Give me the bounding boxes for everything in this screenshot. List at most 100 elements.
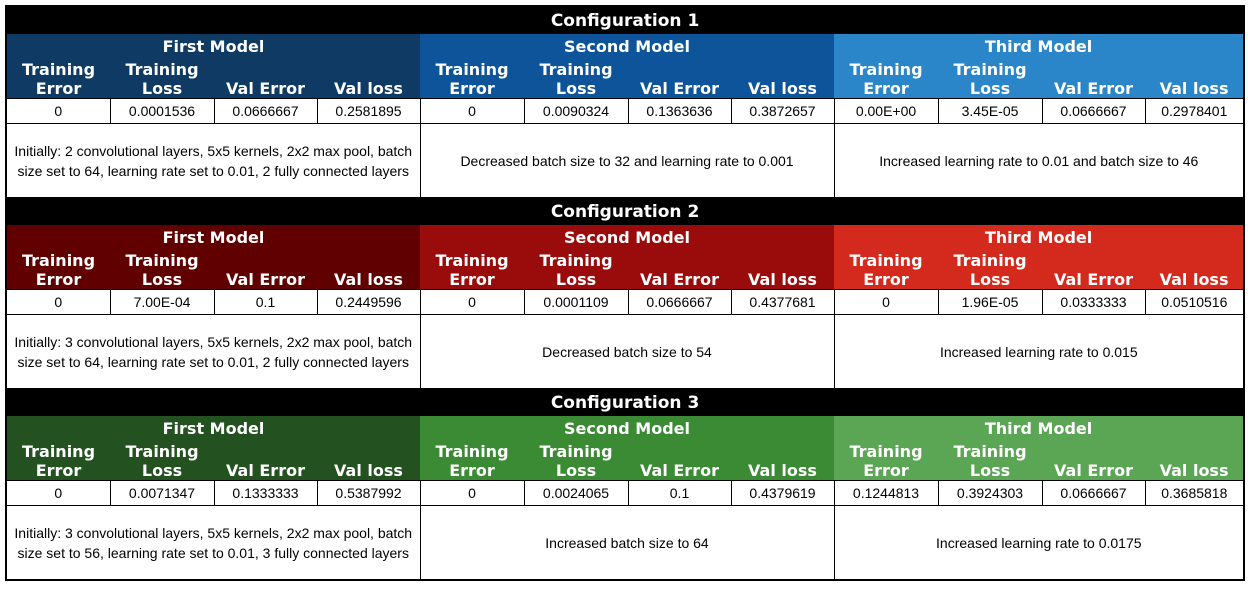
- value-training-error: 0.00E+00: [833, 98, 939, 124]
- header-line: Training: [21, 251, 96, 270]
- header-line: Training: [125, 60, 199, 79]
- header-line: Loss: [141, 79, 183, 98]
- model-name: First Model: [6, 416, 420, 440]
- model-description: Decreased batch size to 54: [419, 314, 835, 389]
- header-line: Loss: [141, 270, 183, 289]
- value-training-loss: 0.0090324: [523, 98, 629, 124]
- header-val-loss: Val loss: [731, 249, 834, 290]
- metric-header-row: Training Error Training Loss Val Error Val lo…: [6, 440, 1245, 481]
- header-line: Error: [863, 79, 909, 98]
- model-description: Increased learning rate to 0.01 and batc…: [833, 123, 1245, 198]
- value-val-loss: 0.5387992: [316, 480, 421, 506]
- value-val-error: 0.1363636: [627, 98, 732, 124]
- model-description: Increased learning rate to 0.0175: [833, 505, 1245, 581]
- header-val-error: Val Error: [1042, 58, 1145, 99]
- header-training-loss: Training Loss: [938, 58, 1042, 99]
- header-training-loss: Training Loss: [524, 58, 628, 99]
- header-line: Training: [435, 60, 509, 79]
- model-description: Initially: 3 convolutional layers, 5x5 k…: [5, 505, 421, 581]
- header-line: Training: [849, 442, 923, 461]
- model-name-row: First Model Second Model Third Model: [6, 416, 1245, 440]
- metric-values-row: 0 7.00E-04 0.1 0.2449596 0 0.0001109 0.0666667…: [5, 289, 1245, 315]
- value-training-loss: 1.96E-05: [937, 289, 1043, 315]
- header-training-loss: Training Loss: [524, 249, 628, 290]
- value-val-error: 0.0333333: [1041, 289, 1146, 315]
- header-training-error: Training Error: [834, 58, 938, 99]
- model-name-row: First Model Second Model Third Model: [6, 34, 1245, 58]
- header-training-error: Training Error: [420, 58, 524, 99]
- header-line: Training: [849, 251, 923, 270]
- value-val-loss: 0.2449596: [316, 289, 421, 315]
- header-line: Training: [539, 60, 613, 79]
- value-training-loss: 3.45E-05: [937, 98, 1043, 124]
- model-description: Initially: 2 convolutional layers, 5x5 k…: [5, 123, 421, 198]
- header-line: Training: [21, 60, 96, 79]
- header-val-error: Val Error: [628, 440, 731, 481]
- configuration-title: Configuration 3: [6, 388, 1245, 416]
- configuration-title: Configuration 1: [6, 6, 1245, 34]
- header-training-error: Training Error: [834, 249, 938, 290]
- header-training-error: Training Error: [834, 440, 938, 481]
- header-line: Loss: [555, 461, 597, 480]
- value-training-error: 0.1244813: [833, 480, 939, 506]
- value-val-loss: 0.2978401: [1144, 98, 1245, 124]
- value-training-error: 0: [5, 480, 111, 506]
- header-val-loss: Val loss: [1145, 58, 1245, 99]
- header-line: Error: [863, 270, 909, 289]
- header-val-loss: Val loss: [317, 249, 420, 290]
- header-line: Training: [435, 251, 509, 270]
- header-training-loss: Training Loss: [110, 249, 214, 290]
- model-name: Third Model: [834, 416, 1245, 440]
- header-training-error: Training Error: [6, 58, 110, 99]
- model-name: Third Model: [834, 34, 1245, 58]
- value-training-error: 0: [5, 98, 111, 124]
- model-name: First Model: [6, 225, 420, 249]
- header-training-error: Training Error: [6, 249, 110, 290]
- header-line: Loss: [969, 461, 1011, 480]
- model-description: Decreased batch size to 32 and learning …: [419, 123, 835, 198]
- value-training-loss: 0.3924303: [937, 480, 1043, 506]
- metric-header-row: Training Error Training Loss Val Error Val lo…: [6, 58, 1245, 99]
- header-line: Training: [539, 442, 613, 461]
- header-val-loss: Val loss: [317, 440, 420, 481]
- value-val-loss: 0.3685818: [1144, 480, 1245, 506]
- value-training-loss: 0.0001536: [109, 98, 215, 124]
- header-line: Error: [863, 461, 909, 480]
- header-line: Error: [449, 79, 495, 98]
- value-val-error: 0.0666667: [213, 98, 318, 124]
- value-val-error: 0.0666667: [627, 289, 732, 315]
- value-val-error: 0.0666667: [1041, 98, 1146, 124]
- value-training-error: 0: [419, 480, 525, 506]
- header-line: Training: [849, 60, 923, 79]
- value-training-loss: 0.0024065: [523, 480, 629, 506]
- header-val-error: Val Error: [214, 249, 317, 290]
- header-line: Training: [125, 251, 199, 270]
- header-val-loss: Val loss: [731, 440, 834, 481]
- header-line: Error: [35, 461, 82, 480]
- metric-values-row: 0 0.0071347 0.1333333 0.5387992 0 0.0024065 0.…: [5, 480, 1245, 506]
- header-line: Loss: [141, 461, 183, 480]
- header-val-error: Val Error: [1042, 249, 1145, 290]
- value-training-loss: 0.0071347: [109, 480, 215, 506]
- header-val-error: Val Error: [628, 249, 731, 290]
- header-line: Training: [953, 442, 1027, 461]
- model-description: Increased learning rate to 0.015: [833, 314, 1245, 389]
- metric-header-row: Training Error Training Loss Val Error Val lo…: [6, 249, 1245, 290]
- model-name: Third Model: [834, 225, 1245, 249]
- configuration-title-row: Configuration 1: [6, 6, 1245, 34]
- header-training-loss: Training Loss: [938, 440, 1042, 481]
- value-val-loss: 0.2581895: [316, 98, 421, 124]
- header-val-loss: Val loss: [1145, 249, 1245, 290]
- header-val-error: Val Error: [214, 440, 317, 481]
- model-name: Second Model: [420, 416, 834, 440]
- header-training-loss: Training Loss: [524, 440, 628, 481]
- header-training-loss: Training Loss: [110, 440, 214, 481]
- header-line: Loss: [555, 79, 597, 98]
- header-val-loss: Val loss: [317, 58, 420, 99]
- configuration-title-row: Configuration 3: [6, 388, 1245, 416]
- value-training-loss: 0.0001109: [523, 289, 629, 315]
- model-description: Increased batch size to 64: [419, 505, 835, 581]
- value-training-error: 0: [5, 289, 111, 315]
- header-training-error: Training Error: [420, 440, 524, 481]
- model-description: Initially: 3 convolutional layers, 5x5 k…: [5, 314, 421, 389]
